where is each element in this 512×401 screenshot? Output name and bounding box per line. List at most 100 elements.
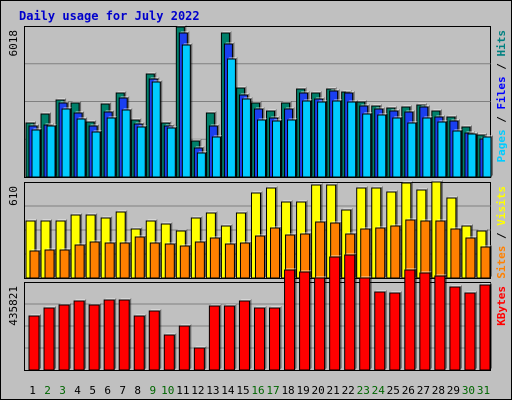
bar-sites-29 bbox=[450, 228, 461, 279]
bar-sites-10 bbox=[164, 243, 175, 279]
legend-visits-sites-2: Visits bbox=[495, 186, 508, 226]
x-tick-label-18: 18 bbox=[281, 384, 294, 397]
bar-sites-31 bbox=[480, 246, 491, 279]
side-label-visits-sites: Sites / Visits bbox=[495, 186, 508, 279]
legend-hits-files-pages-3: / bbox=[495, 57, 508, 77]
x-tick-label-9: 9 bbox=[149, 384, 156, 397]
bar-sites-23 bbox=[360, 228, 371, 279]
bar-kbytes-2 bbox=[43, 307, 55, 371]
bar-kbytes-22 bbox=[344, 254, 356, 371]
legend-hits-files-pages-0: Pages bbox=[495, 129, 508, 162]
bar-sites-24 bbox=[375, 227, 386, 279]
bar-sites-30 bbox=[465, 237, 476, 279]
bar-sites-27 bbox=[420, 220, 431, 279]
bar-pages-12 bbox=[196, 152, 206, 178]
x-tick-label-25: 25 bbox=[387, 384, 400, 397]
bar-kbytes-3 bbox=[58, 304, 70, 371]
bar-kbytes-19 bbox=[299, 271, 311, 371]
x-tick-label-15: 15 bbox=[236, 384, 249, 397]
bar-sites-17 bbox=[270, 227, 281, 279]
bar-kbytes-17 bbox=[269, 307, 281, 371]
x-tick-label-2: 2 bbox=[44, 384, 51, 397]
bar-pages-11 bbox=[181, 44, 191, 178]
bar-pages-6 bbox=[106, 117, 116, 178]
legend-hits-files-pages-1: / bbox=[495, 110, 508, 130]
legend-hits-files-pages-2: Files bbox=[495, 76, 508, 109]
bar-kbytes-8 bbox=[133, 315, 145, 371]
x-tick-label-8: 8 bbox=[134, 384, 141, 397]
x-tick-label-27: 27 bbox=[417, 384, 430, 397]
bar-pages-15 bbox=[241, 98, 251, 178]
x-tick-label-1: 1 bbox=[29, 384, 36, 397]
bar-sites-11 bbox=[179, 245, 190, 279]
bar-pages-27 bbox=[422, 117, 432, 178]
bar-pages-31 bbox=[482, 136, 492, 178]
x-tick-label-24: 24 bbox=[372, 384, 386, 397]
x-tick-label-13: 13 bbox=[206, 384, 219, 397]
bar-sites-9 bbox=[149, 242, 160, 279]
legend-hits-files-pages-4: Hits bbox=[495, 30, 508, 57]
bar-sites-7 bbox=[119, 242, 130, 279]
legend-visits-sites-0: Sites bbox=[495, 246, 508, 279]
bar-sites-6 bbox=[104, 242, 115, 279]
bar-kbytes-4 bbox=[73, 300, 85, 371]
bar-pages-20 bbox=[317, 101, 327, 178]
bar-pages-19 bbox=[302, 100, 312, 178]
ymax-label-hits-files-pages: 6018 bbox=[7, 30, 20, 57]
bar-kbytes-24 bbox=[374, 291, 386, 371]
bar-pages-10 bbox=[166, 127, 176, 178]
bar-kbytes-1 bbox=[28, 315, 40, 371]
bar-sites-28 bbox=[435, 220, 446, 279]
x-tick-label-3: 3 bbox=[59, 384, 66, 397]
bar-kbytes-29 bbox=[449, 286, 461, 371]
bar-kbytes-18 bbox=[284, 269, 296, 371]
bar-pages-21 bbox=[332, 100, 342, 178]
bar-kbytes-30 bbox=[464, 292, 476, 371]
bar-kbytes-12 bbox=[193, 347, 205, 371]
x-tick-label-14: 14 bbox=[221, 384, 235, 397]
bar-pages-25 bbox=[392, 117, 402, 178]
x-tick-label-26: 26 bbox=[402, 384, 415, 397]
x-tick-label-23: 23 bbox=[357, 384, 370, 397]
bar-pages-4 bbox=[76, 118, 86, 178]
bar-sites-5 bbox=[89, 241, 100, 279]
bar-pages-17 bbox=[272, 120, 282, 178]
bar-pages-26 bbox=[407, 122, 417, 178]
bar-kbytes-6 bbox=[103, 299, 115, 371]
x-tick-label-21: 21 bbox=[327, 384, 340, 397]
bar-kbytes-15 bbox=[238, 300, 250, 371]
legend-visits-sites-1: / bbox=[495, 226, 508, 246]
x-tick-label-11: 11 bbox=[176, 384, 189, 397]
bar-sites-14 bbox=[224, 243, 235, 279]
ymax-label-kbytes: 435821 bbox=[7, 286, 20, 326]
x-tick-label-30: 30 bbox=[462, 384, 475, 397]
bar-kbytes-31 bbox=[479, 284, 491, 371]
legend-kbytes-0: KBytes bbox=[495, 286, 508, 326]
x-tick-label-19: 19 bbox=[296, 384, 309, 397]
x-tick-label-4: 4 bbox=[74, 384, 81, 397]
x-tick-label-20: 20 bbox=[312, 384, 325, 397]
bar-kbytes-26 bbox=[404, 269, 416, 371]
x-tick-label-28: 28 bbox=[432, 384, 445, 397]
bar-pages-9 bbox=[151, 81, 161, 178]
bar-sites-12 bbox=[194, 241, 205, 279]
bar-pages-16 bbox=[256, 119, 266, 178]
side-label-kbytes: KBytes bbox=[495, 286, 508, 326]
side-label-hits-files-pages: Pages / Files / Hits bbox=[495, 30, 508, 163]
bar-kbytes-16 bbox=[253, 307, 265, 371]
bar-kbytes-21 bbox=[329, 256, 341, 371]
bar-sites-25 bbox=[390, 225, 401, 279]
bar-kbytes-28 bbox=[434, 275, 446, 371]
x-tick-label-12: 12 bbox=[191, 384, 204, 397]
bar-kbytes-10 bbox=[163, 334, 175, 371]
bar-pages-8 bbox=[136, 126, 146, 178]
bar-pages-22 bbox=[347, 101, 357, 178]
bar-pages-29 bbox=[452, 130, 462, 178]
ymax-label-visits-sites: 610 bbox=[7, 186, 20, 206]
bar-kbytes-20 bbox=[314, 277, 326, 371]
bar-sites-1 bbox=[29, 250, 40, 279]
bar-kbytes-23 bbox=[359, 277, 371, 371]
x-tick-label-10: 10 bbox=[161, 384, 174, 397]
bar-pages-3 bbox=[61, 108, 71, 178]
